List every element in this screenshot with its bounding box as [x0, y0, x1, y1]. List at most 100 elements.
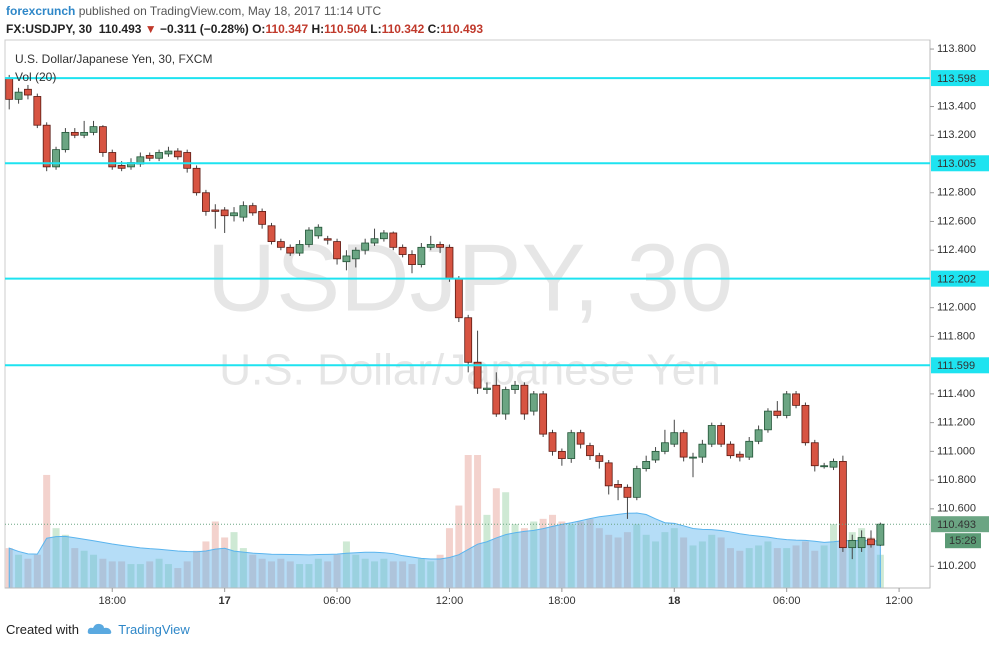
last-price-box [931, 516, 989, 533]
x-tick-label: 12:00 [436, 595, 464, 607]
last: 110.493 [98, 22, 142, 36]
candle-body [220, 209, 229, 217]
y-tick-label: 112.800 [937, 187, 976, 199]
volume-bar [155, 558, 163, 588]
volume-bar [764, 541, 772, 588]
candle-body [398, 246, 407, 255]
header-line: forexcrunch published on TradingView.com… [6, 4, 381, 18]
candle-body [323, 238, 332, 241]
volume-bar [43, 474, 51, 588]
candle-body [642, 461, 651, 470]
volume-bar [698, 541, 706, 588]
candle-body [511, 384, 519, 390]
logo-cloud [87, 623, 111, 634]
y-tick-label: 112.000 [937, 302, 976, 314]
candle-body [520, 384, 529, 415]
candle-body [717, 425, 726, 445]
candle-body [408, 254, 416, 265]
volume-bar [539, 518, 547, 588]
volume-bar [80, 550, 88, 588]
y-tick-label: 110.800 [937, 474, 976, 486]
volume-bar [417, 558, 425, 588]
volume-bar [848, 532, 856, 588]
candle-body [333, 241, 341, 260]
volume-bar [745, 548, 753, 588]
x-tick-label: 06:00 [323, 595, 351, 607]
volume-bar [33, 554, 41, 588]
volume-bar [661, 532, 669, 588]
candle-body [164, 150, 173, 155]
volume-bar [736, 550, 744, 588]
hline-label-box [931, 357, 989, 374]
candle-body [211, 209, 220, 212]
volume-bar [427, 561, 435, 588]
candle-body [567, 432, 576, 459]
candle-body [61, 131, 70, 151]
volume-bar [146, 561, 154, 588]
candle-body [52, 149, 60, 168]
candle-body [202, 192, 210, 212]
volume-bar [586, 518, 594, 588]
x-tick-label: 18:00 [548, 595, 576, 607]
volume-bar [24, 558, 32, 588]
candle-body [501, 389, 510, 415]
symbol-line: FX:USDJPY, 30 110.493 ▼ −0.311 (−0.28%) … [6, 22, 483, 36]
candle-body [436, 244, 445, 248]
brand[interactable]: TradingView [118, 622, 190, 637]
candle-body [33, 96, 42, 126]
volume-bar [15, 554, 23, 588]
c-label: C: [427, 22, 441, 36]
candle-body [230, 212, 238, 217]
volume-bar [801, 541, 809, 588]
volume-bar [211, 521, 219, 588]
x-tick-label: 18 [668, 595, 680, 607]
candle-body [267, 225, 276, 242]
candle-body [773, 410, 782, 416]
candle-body [361, 242, 370, 251]
volume-bar [830, 524, 838, 588]
volume-bar [755, 545, 763, 588]
candle-body [295, 244, 304, 254]
candle-layer [5, 74, 885, 560]
candle-body [117, 165, 126, 169]
c: 110.493 [440, 22, 484, 36]
x-tick-label: 06:00 [773, 595, 801, 607]
volume-bar [689, 545, 697, 588]
candle-body [679, 432, 688, 458]
volume-bar [595, 528, 603, 588]
volume-bar [717, 537, 725, 588]
candle-body [745, 440, 754, 458]
volume-bar [389, 561, 397, 588]
l-label: L: [370, 22, 382, 36]
candle-body [454, 278, 463, 319]
y-tick-label: 111.200 [937, 417, 975, 429]
candle-body [829, 461, 838, 468]
candle-body [529, 393, 538, 412]
volume-bar [333, 554, 341, 588]
volume-bar [858, 528, 866, 588]
volume-bar [567, 524, 575, 588]
y-tick-label: 111.000 [937, 445, 975, 457]
candle-body [464, 317, 473, 363]
author[interactable]: forexcrunch [6, 4, 76, 18]
volume-bar [867, 537, 875, 588]
candle-body [539, 393, 548, 435]
x-tick-label: 17 [219, 595, 231, 607]
hline-label: 113.005 [937, 158, 976, 170]
candle-body [173, 150, 182, 158]
l: 110.342 [381, 22, 425, 36]
candle-body [239, 205, 248, 218]
candle-body [689, 456, 697, 459]
candle-body [848, 540, 857, 549]
axes: 113.800 113.400 113.200 112.800 112.600 112.4… [5, 40, 989, 607]
h-label: H: [311, 22, 325, 36]
volume-bar [193, 550, 201, 588]
candle-body [661, 442, 669, 452]
volume-bar [483, 514, 491, 588]
candle-body [108, 152, 117, 168]
indicator-label: Vol (20) [15, 70, 56, 84]
volume-bar [249, 554, 257, 588]
candle-body [314, 226, 323, 237]
volume-bar [258, 558, 266, 588]
volume-bar [277, 558, 285, 588]
